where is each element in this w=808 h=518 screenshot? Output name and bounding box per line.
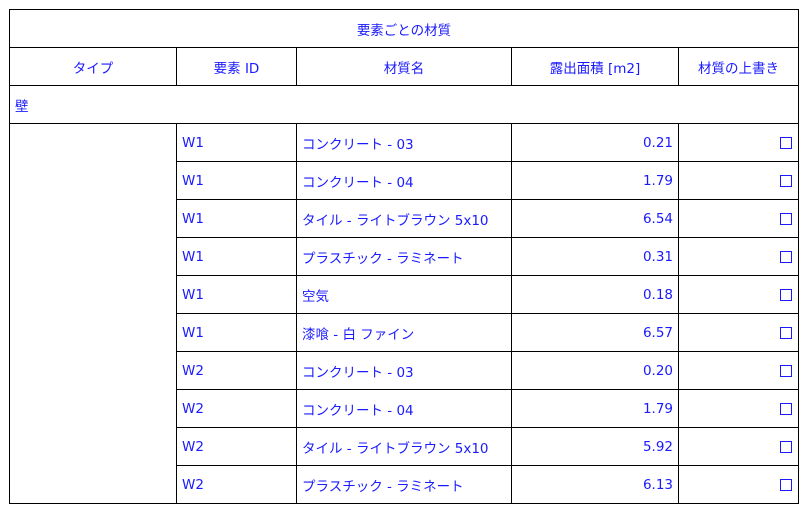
override-checkbox[interactable] (780, 136, 792, 149)
override-checkbox[interactable] (780, 212, 792, 225)
override-cell (678, 313, 799, 352)
element-id: W2 (176, 465, 297, 504)
element-id: W1 (176, 275, 297, 314)
type-cell (9, 123, 177, 504)
override-cell (678, 275, 799, 314)
override-cell (678, 465, 799, 504)
override-checkbox[interactable] (780, 288, 792, 301)
element-id: W2 (176, 389, 297, 428)
override-checkbox[interactable] (780, 440, 792, 453)
material-name: プラスチック - ラミネート (296, 465, 512, 504)
override-checkbox[interactable] (780, 326, 792, 339)
area: 0.21 (511, 123, 679, 162)
override-checkbox[interactable] (780, 402, 792, 415)
header-override: 材質の上書き (678, 47, 799, 86)
header-element-id: 要素 ID (176, 47, 297, 86)
material-name: タイル - ライトブラウン 5x10 (296, 199, 512, 238)
material-name: 空気 (296, 275, 512, 314)
area: 6.54 (511, 199, 679, 238)
element-id: W1 (176, 123, 297, 162)
override-checkbox[interactable] (780, 364, 792, 377)
material-name: コンクリート - 03 (296, 351, 512, 390)
material-name: タイル - ライトブラウン 5x10 (296, 427, 512, 466)
area: 1.79 (511, 389, 679, 428)
material-name: コンクリート - 03 (296, 123, 512, 162)
override-checkbox[interactable] (780, 250, 792, 263)
material-name: プラスチック - ラミネート (296, 237, 512, 276)
area: 6.13 (511, 465, 679, 504)
override-cell (678, 237, 799, 276)
table-row: W2 プラスチック - ラミネート 6.13 (10, 465, 799, 504)
element-id: W2 (176, 351, 297, 390)
element-id: W1 (176, 199, 297, 238)
override-cell (678, 351, 799, 390)
area: 0.20 (511, 351, 679, 390)
element-id: W1 (176, 237, 297, 276)
element-id: W1 (176, 161, 297, 200)
header-area: 露出面積 [m2] (511, 47, 679, 86)
material-name: コンクリート - 04 (296, 161, 512, 200)
override-cell (678, 123, 799, 162)
override-cell (678, 427, 799, 466)
table-row: W2 タイル - ライトブラウン 5x10 5.92 (10, 427, 799, 466)
override-checkbox[interactable] (780, 174, 792, 187)
element-id: W1 (176, 313, 297, 352)
table-row: W1 コンクリート - 03 0.21 (9, 123, 799, 504)
table-title: 要素ごとの材質 (9, 9, 799, 48)
table-row: W1 コンクリート - 04 1.79 (10, 161, 799, 200)
element-id: W2 (176, 427, 297, 466)
table-row: W2 コンクリート - 04 1.79 (10, 389, 799, 428)
table-row: W1 漆喰 - 白 ファイン 6.57 (10, 313, 799, 352)
area: 0.18 (511, 275, 679, 314)
material-name: 漆喰 - 白 ファイン (296, 313, 512, 352)
override-cell (678, 199, 799, 238)
override-cell (678, 389, 799, 428)
header-material-name: 材質名 (296, 47, 512, 86)
area: 5.92 (511, 427, 679, 466)
area: 1.79 (511, 161, 679, 200)
override-cell (678, 161, 799, 200)
table-row: W1 空気 0.18 (10, 275, 799, 314)
materials-table: 要素ごとの材質 タイプ 要素 ID 材質名 露出面積 [m2] 材質の上書き 壁… (9, 9, 799, 504)
area: 0.31 (511, 237, 679, 276)
override-checkbox[interactable] (780, 478, 792, 491)
header-type: タイプ (9, 47, 177, 86)
area: 6.57 (511, 313, 679, 352)
material-name: コンクリート - 04 (296, 389, 512, 428)
group-row: 壁 (9, 85, 799, 124)
